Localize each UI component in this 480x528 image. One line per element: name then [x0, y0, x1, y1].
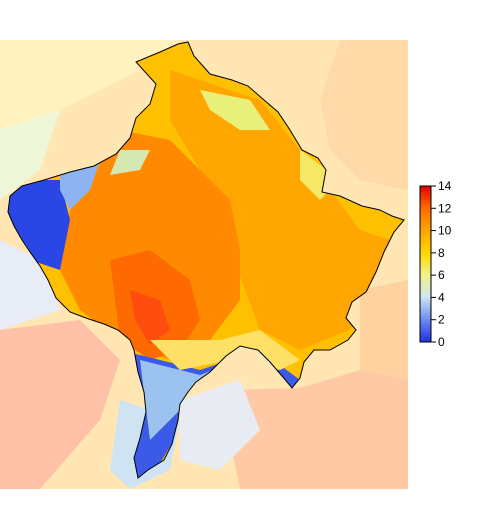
legend-colorbar [419, 185, 432, 343]
legend-tick-label: 10 [438, 224, 452, 238]
legend-tick-label: 0 [438, 335, 445, 349]
legend-tick-label: 4 [438, 290, 445, 304]
color-legend: 0 2 4 6 8 10 12 14 [419, 179, 452, 349]
legend-tick-label: 12 [438, 201, 452, 215]
legend-tick-label: 14 [438, 179, 452, 193]
legend-ticks: 0 2 4 6 8 10 12 14 [431, 179, 452, 349]
region-boundary [7, 41, 405, 479]
legend-tick-label: 2 [438, 313, 445, 327]
legend-tick-label: 8 [438, 246, 445, 260]
legend-tick-label: 6 [438, 268, 445, 282]
